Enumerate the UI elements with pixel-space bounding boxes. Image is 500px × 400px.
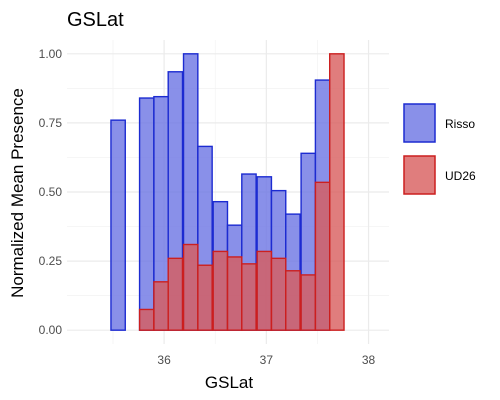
ud26-bar	[212, 250, 229, 331]
ud26-legend-label: UD26	[445, 169, 476, 183]
ud26-bar	[314, 181, 331, 331]
ud26-bar	[138, 308, 155, 331]
tick-labels: 36 37 38 0.00 0.25 0.50 0.75 1.00	[39, 47, 376, 367]
ud26-bar	[182, 243, 199, 331]
ud26-bar	[270, 257, 287, 331]
ud26-bar	[300, 274, 317, 331]
legend: Risso UD26	[403, 103, 476, 195]
ud26-bars	[138, 53, 345, 331]
x-tick-label: 38	[362, 353, 376, 367]
ud26-legend-swatch	[403, 155, 436, 195]
chart-title: GSLat	[67, 9, 124, 31]
y-tick-label: 0.25	[39, 254, 63, 268]
risso-bar	[110, 119, 126, 331]
ud26-bar	[285, 270, 301, 331]
ud26-bar	[226, 256, 243, 331]
x-axis-title: GSLat	[205, 373, 253, 392]
y-tick-label: 0.75	[39, 116, 63, 130]
x-tick-label: 37	[260, 353, 274, 367]
ud26-bar	[241, 263, 257, 331]
y-tick-label: 1.00	[39, 47, 63, 61]
risso-legend-swatch	[403, 103, 436, 143]
risso-bar	[138, 97, 155, 331]
risso-legend-label: Risso	[445, 117, 475, 131]
ud26-bar	[167, 257, 184, 331]
ud26-bar	[197, 264, 213, 331]
y-tick-label: 0.50	[39, 185, 63, 199]
ud26-bar	[256, 250, 273, 331]
ud26-bar	[329, 53, 345, 331]
y-tick-label: 0.00	[39, 323, 63, 337]
ud26-bar	[153, 281, 169, 331]
y-axis-title: Normalized Mean Presence	[8, 88, 27, 298]
x-tick-label: 36	[157, 353, 171, 367]
